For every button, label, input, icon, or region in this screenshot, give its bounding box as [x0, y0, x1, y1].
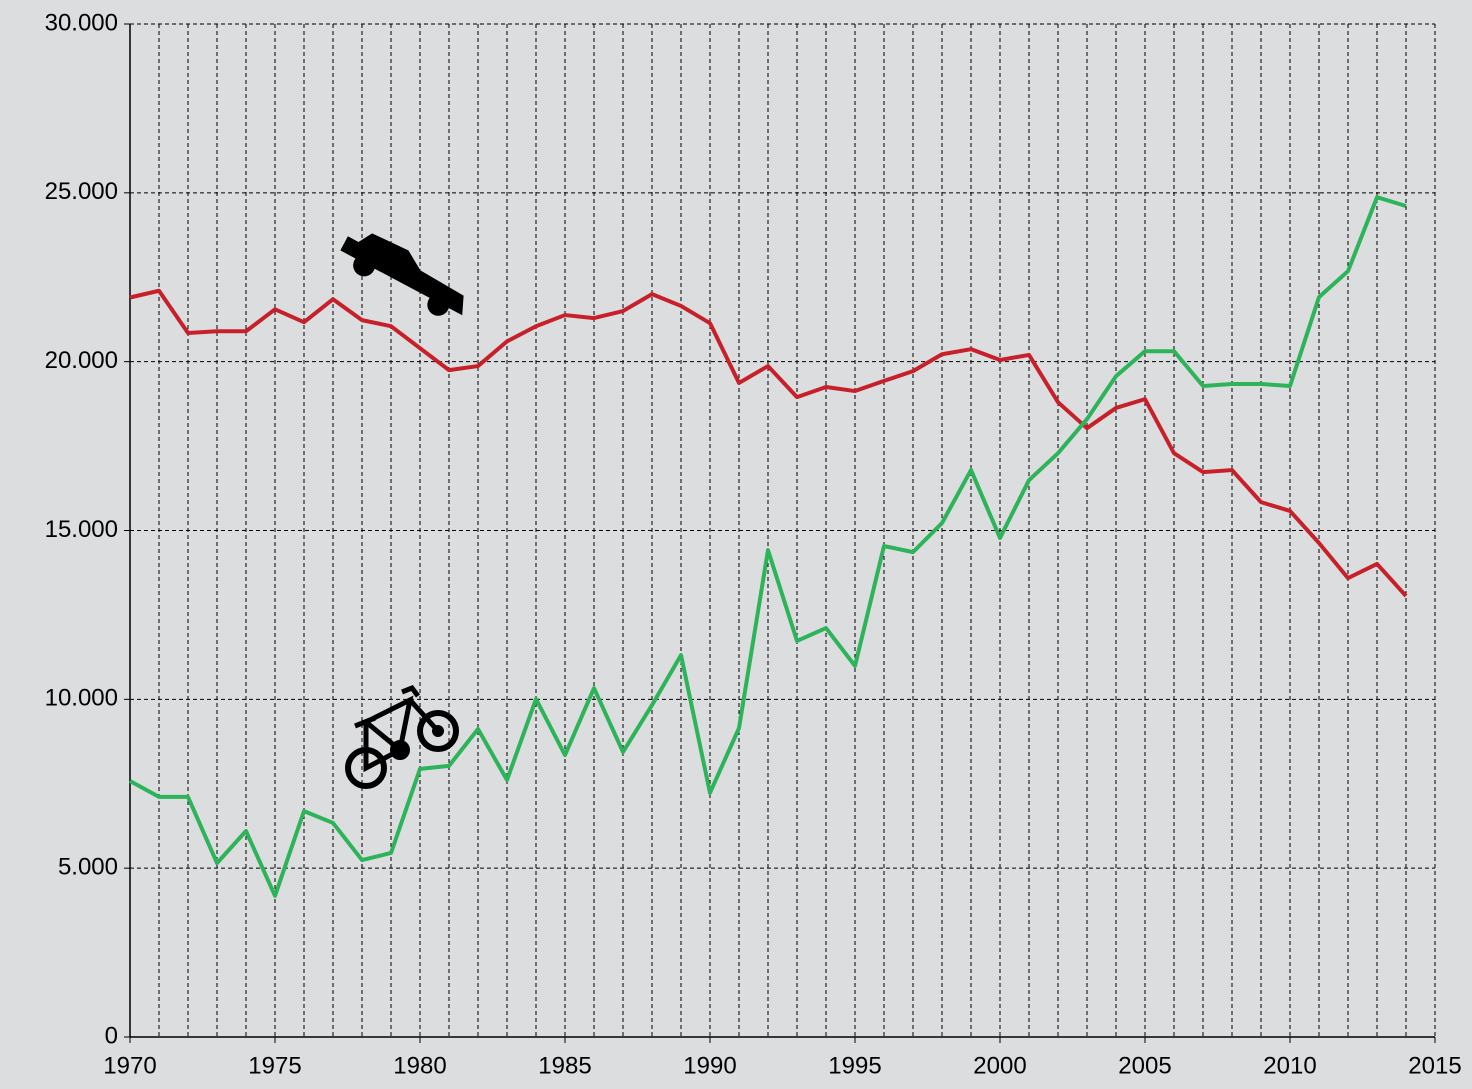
x-tick-label: 1980: [393, 1052, 446, 1079]
x-tick-label: 2015: [1408, 1052, 1461, 1079]
y-tick-label: 15.000: [45, 516, 118, 543]
series-line: [129, 288, 1408, 598]
bicycle-icon: [345, 684, 459, 789]
y-tick-label: 25.000: [45, 178, 118, 205]
labels: 0 5.000 10.000 15.000 20.000 25.000 30.000 1970…: [45, 9, 1462, 1079]
y-tick-label: 5.000: [58, 854, 118, 881]
lines: [129, 195, 1408, 898]
x-tick-label: 2000: [973, 1052, 1026, 1079]
x-tick-label: 2010: [1263, 1052, 1316, 1079]
x-tick-label: 1975: [248, 1052, 301, 1079]
y-tick-label: 0: [105, 1022, 118, 1049]
x-tick-label: 1990: [683, 1052, 736, 1079]
car-icon: [340, 233, 464, 316]
y-tick-label: 10.000: [45, 685, 118, 712]
x-tick-label: 1995: [828, 1052, 881, 1079]
grid: [124, 23, 1436, 1043]
x-tick-label: 1985: [538, 1052, 591, 1079]
y-tick-label: 20.000: [45, 347, 118, 374]
series-line: [129, 195, 1407, 898]
x-tick-label: 1970: [103, 1052, 156, 1079]
x-tick-label: 2005: [1118, 1052, 1171, 1079]
y-tick-label: 30.000: [45, 9, 118, 36]
